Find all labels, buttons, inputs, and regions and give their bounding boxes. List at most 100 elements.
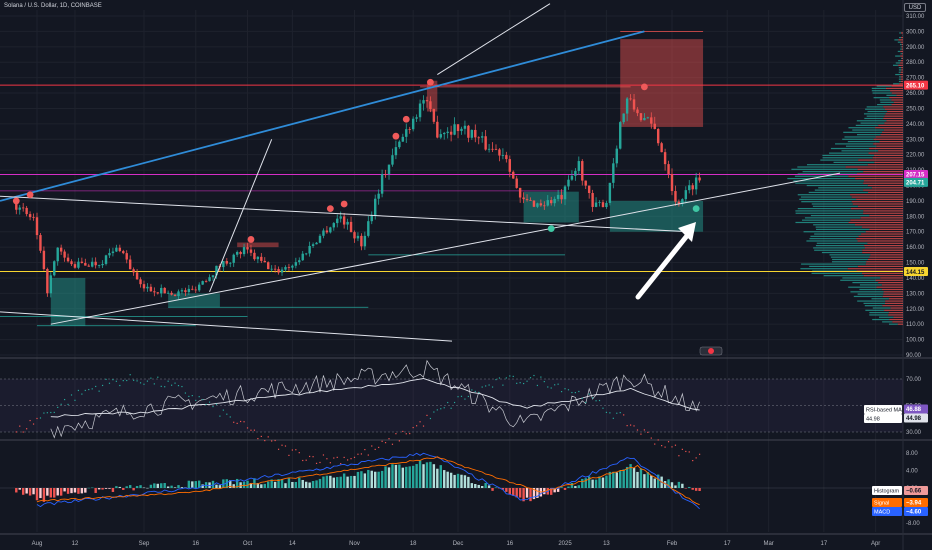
macd-histogram-bar [480,486,484,488]
candle-body [21,207,25,209]
volume-profile-down [872,157,903,159]
rsi-dot [322,454,325,456]
rsi-dot [302,459,304,462]
volume-profile-up [843,131,883,133]
volume-profile-up [813,247,865,249]
rsi-legend-value: 44.98 [866,417,880,423]
volume-profile-down [897,323,903,325]
candle-body [436,121,439,138]
rsi-legend-bg [864,414,902,423]
candle-body [601,202,605,208]
macd-histogram-bar [173,487,177,488]
rsi-dot [336,456,338,458]
volume-profile-up [799,198,857,200]
rsi-dot [295,449,297,451]
price-tick-label: 240.00 [906,122,925,128]
volume-profile-down [889,97,903,99]
rsi-dot [264,439,266,442]
rsi-dot [346,459,349,461]
candle-body [384,173,387,175]
rsi-dot [91,388,93,390]
support-price-tag: 144.15 [906,270,925,276]
candle-body [197,284,201,291]
volume-profile-up [872,92,892,94]
volume-profile-up [865,309,885,311]
volume-profile-down [870,254,903,256]
macd-histogram-bar [394,464,398,488]
rsi-dot [57,406,59,408]
volume-profile-up [823,275,864,277]
macd-tick-label: 8.00 [906,451,918,457]
sell-signal-dot [640,83,648,91]
volume-profile-down [856,270,903,272]
volume-profile-down [898,64,903,66]
candle-body [577,161,581,171]
rsi-dot [585,401,587,404]
rsi-dot [101,384,104,387]
macd-histogram-bar [322,476,325,488]
rsi-dot [685,450,687,453]
volume-profile-up [898,69,902,71]
candle-body [594,202,598,207]
macd-histogram-bar [667,479,670,488]
candle-body [315,242,318,245]
macd-histogram-bar [391,464,394,488]
rsi-dot [692,459,694,462]
time-tick-label: 16 [506,541,513,547]
candle-body [349,221,353,233]
macd-histogram-bar [263,483,266,488]
volume-profile-up [802,171,864,173]
rsi-dot [529,377,532,379]
rsi-dot [509,375,511,377]
volume-profile-down [900,73,903,76]
macd-tick-label: 4.00 [906,469,918,475]
rsi-dot [222,409,224,411]
macd-histogram-bar [581,478,584,488]
volume-profile-down [856,238,903,240]
candle-body [684,190,688,200]
rsi-dot [450,407,452,409]
volume-profile-up [866,106,884,108]
rsi-dot [495,378,497,381]
time-tick-label: Feb [667,541,678,547]
candle-body [342,216,346,225]
candle-body [125,253,128,260]
volume-profile-down [867,242,903,244]
macd-histogram-bar [94,488,97,493]
demand-zone-august [50,277,86,326]
volume-profile-down [863,275,903,277]
rsi-dot [605,411,608,414]
rsi-dot [246,427,249,429]
volume-profile-down [875,136,903,138]
candle-body [160,287,163,294]
candle-body [518,187,522,198]
volume-profile-down [856,173,903,175]
rsi-dot [416,425,418,427]
rsi-dot [257,437,259,440]
rsi-dot [298,452,300,454]
candle-body [380,173,384,194]
magenta-price-tag-bg [904,169,928,179]
macd-histogram-bar [239,482,242,488]
rsi-dot [426,414,428,417]
rsi-dot [188,395,190,398]
rsi-dot [309,455,311,458]
candle-body [443,132,446,135]
candle-body [477,137,480,139]
volume-profile-down [888,298,903,300]
rsi-dot [170,384,173,386]
macd-histogram-bar [474,483,477,488]
rsi-dot [284,445,287,447]
macd-histogram-bar [453,474,456,488]
currency-button[interactable]: USD [904,3,926,12]
rsi-dot [402,430,404,433]
volume-profile-up [864,305,883,307]
rsi-dot [212,405,214,408]
candle-body [539,203,543,206]
candle-body [111,251,115,254]
macd-histogram-bar [201,484,204,488]
candle-body [215,265,218,276]
candle-body [208,277,211,282]
rsi-dot [440,408,442,410]
